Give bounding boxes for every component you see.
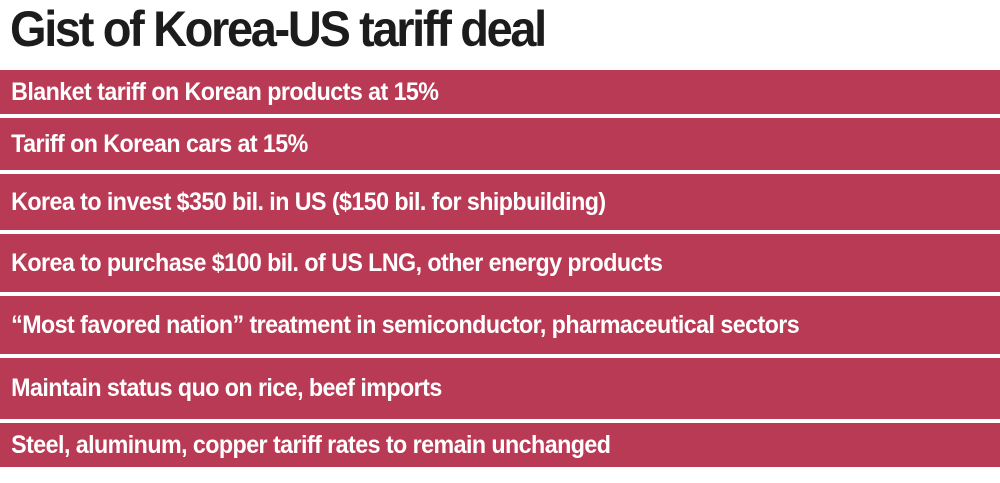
- list-item: Maintain status quo on rice, beef import…: [0, 358, 1000, 419]
- list-item: Korea to invest $350 bil. in US ($150 bi…: [0, 174, 1000, 230]
- list-item-text: Korea to purchase $100 bil. of US LNG, o…: [11, 248, 663, 277]
- list-item-text: Korea to invest $350 bil. in US ($150 bi…: [11, 187, 606, 216]
- list-item: Korea to purchase $100 bil. of US LNG, o…: [0, 234, 1000, 292]
- list-item-text: Steel, aluminum, copper tariff rates to …: [11, 430, 611, 459]
- deal-items-list: Blanket tariff on Korean products at 15%…: [0, 70, 1000, 467]
- list-item-text: Tariff on Korean cars at 15%: [11, 129, 308, 158]
- list-item-text: Maintain status quo on rice, beef import…: [11, 374, 442, 402]
- list-item: “Most favored nation” treatment in semic…: [0, 296, 1000, 354]
- page-title: Gist of Korea-US tariff deal: [10, 1, 547, 57]
- list-item: Tariff on Korean cars at 15%: [0, 118, 1000, 170]
- list-item: Blanket tariff on Korean products at 15%: [0, 70, 1000, 114]
- list-item-text: “Most favored nation” treatment in semic…: [11, 310, 800, 339]
- list-item: Steel, aluminum, copper tariff rates to …: [0, 423, 1000, 467]
- list-item-text: Blanket tariff on Korean products at 15%: [11, 77, 439, 106]
